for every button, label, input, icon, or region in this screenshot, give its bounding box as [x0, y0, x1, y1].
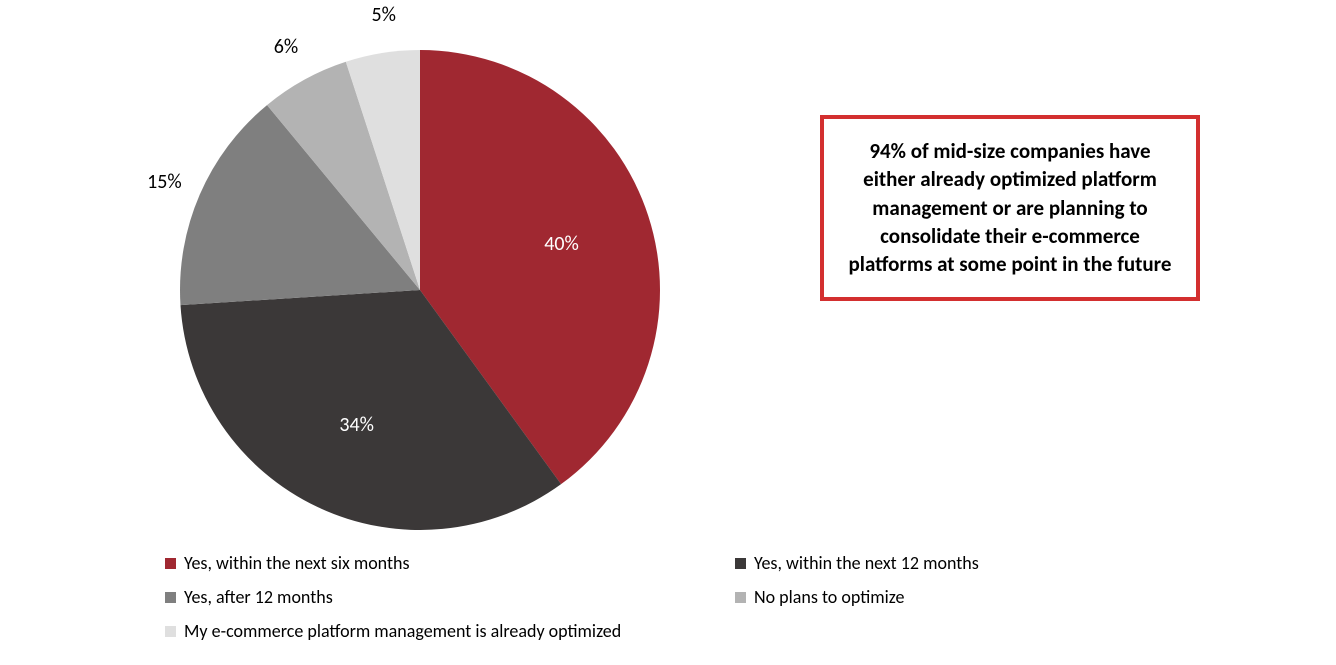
pie-data-label: 40%	[544, 232, 579, 256]
pie-data-label: 34%	[339, 413, 374, 437]
legend-swatch	[165, 626, 176, 637]
legend-item: My e-commerce platform management is alr…	[165, 620, 675, 642]
pie-chart: 40%34%15%6%5%	[165, 20, 675, 530]
legend-item: No plans to optimize	[735, 586, 1245, 608]
pie-data-label: 15%	[147, 170, 182, 194]
pie-svg	[165, 20, 675, 530]
legend-label: My e-commerce platform management is alr…	[184, 620, 621, 642]
legend-label: Yes, after 12 months	[184, 586, 333, 608]
legend: Yes, within the next six months Yes, with…	[165, 552, 1245, 642]
pie-data-label: 6%	[274, 35, 298, 59]
legend-label: Yes, within the next 12 months	[754, 552, 979, 574]
legend-item: Yes, within the next six months	[165, 552, 675, 574]
legend-item: Yes, within the next 12 months	[735, 552, 1245, 574]
callout-box: 94% of mid-size companies have either al…	[820, 115, 1200, 301]
legend-label: Yes, within the next six months	[184, 552, 410, 574]
legend-swatch	[735, 558, 746, 569]
pie-data-label: 5%	[372, 3, 396, 27]
legend-item: Yes, after 12 months	[165, 586, 675, 608]
legend-swatch	[165, 592, 176, 603]
callout-text: 94% of mid-size companies have either al…	[849, 138, 1172, 277]
legend-label: No plans to optimize	[754, 586, 904, 608]
legend-swatch	[165, 558, 176, 569]
legend-swatch	[735, 592, 746, 603]
